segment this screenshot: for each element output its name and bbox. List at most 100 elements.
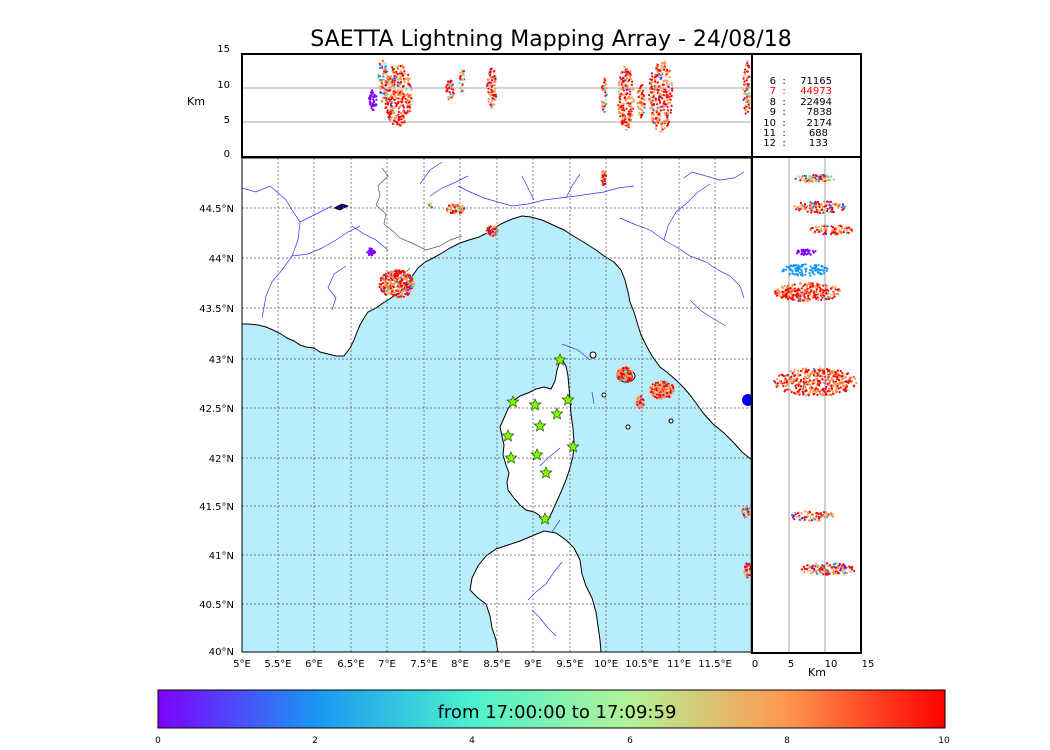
station-count-value: 2174 [807, 118, 832, 129]
side-xtick-5: 5 [788, 659, 794, 670]
lightning-source-dot [827, 178, 830, 182]
lightning-source-dot [834, 380, 838, 383]
lightning-source-dot [802, 565, 805, 568]
lightning-source-dot [652, 95, 655, 98]
lightning-source-dot [390, 112, 393, 115]
lightning-source-dot [379, 67, 382, 70]
lightning-source-dot [623, 79, 626, 82]
lightning-source-dot [604, 82, 608, 85]
lightning-source-dot [381, 60, 384, 63]
lightning-source-dot [744, 64, 748, 67]
lightning-source-dot [400, 270, 403, 274]
lightning-source-dot [629, 379, 632, 382]
lightning-source-dot [642, 102, 646, 105]
lightning-source-dot [785, 286, 789, 289]
lightning-source-dot [402, 269, 405, 273]
lightning-source-dot [816, 393, 819, 396]
lightning-source-dot [795, 264, 798, 267]
lightning-source-dot [810, 206, 813, 209]
lightning-source-dot [746, 60, 749, 63]
lightning-source-dot [822, 394, 825, 397]
lightning-source-dot [386, 109, 389, 112]
top-ytick-5: 5 [224, 115, 230, 126]
lightning-source-dot [659, 395, 662, 398]
time-colorbar: from 17:00:00 to 17:09:59 0 2 4 6 8 10 [155, 689, 950, 746]
lightning-source-dot [807, 512, 810, 515]
lightning-source-dot [404, 275, 407, 278]
lightning-source-dot [666, 102, 669, 105]
lightning-source-dot [399, 76, 402, 79]
lightning-source-dot [783, 390, 786, 393]
lightning-source-dot [839, 369, 842, 373]
lightning-source-dot [459, 71, 462, 74]
lightning-source-dot [834, 286, 837, 289]
lightning-source-dot [790, 377, 793, 380]
lightning-source-dot [796, 292, 799, 295]
lightning-source-dot [386, 101, 390, 104]
station-count-sep: : [782, 86, 785, 97]
lightning-source-dot [652, 114, 655, 117]
lightning-source-dot [655, 127, 658, 130]
lat-label: 40°N [209, 647, 234, 658]
lightning-source-dot [382, 69, 385, 72]
lightning-source-dot [393, 98, 396, 101]
lightning-source-dot [668, 387, 671, 390]
lightning-source-dot [819, 174, 822, 177]
lightning-source-dot [427, 203, 430, 206]
lightning-source-dot [386, 70, 389, 73]
lightning-source-dot [793, 518, 796, 521]
lightning-source-dot [449, 93, 452, 96]
lightning-source-dot [650, 385, 654, 388]
station-count-row: 11 : 688 [763, 128, 828, 139]
lightning-source-dot [853, 569, 856, 573]
station-count-row: 8 : 22494 [770, 97, 832, 108]
lightning-source-dot [831, 567, 834, 570]
lightning-source-dot [806, 205, 809, 208]
lightning-source-dot [817, 175, 820, 178]
lightning-source-dot [650, 390, 653, 394]
lightning-source-dot [407, 93, 410, 96]
lightning-source-dot [409, 290, 412, 293]
lightning-source-dot [459, 86, 462, 89]
lightning-source-dot [790, 297, 794, 300]
lightning-source-dot [842, 381, 845, 384]
lightning-source-dot [603, 107, 606, 110]
lightning-source-dot [455, 205, 458, 208]
lightning-source-dot [790, 390, 793, 394]
lightning-source-dot [838, 375, 841, 379]
lightning-source-dot [630, 119, 633, 122]
side-panel-xlabel: Km [808, 666, 826, 679]
lightning-source-dot [494, 93, 497, 96]
lightning-source-dot [654, 75, 657, 79]
lightning-source-dot [665, 114, 669, 117]
lightning-source-dot [826, 564, 829, 567]
lightning-source-dot [406, 98, 409, 101]
lightning-source-dot [818, 380, 821, 383]
lightning-source-dot [457, 204, 460, 207]
lightning-source-dot [825, 224, 828, 227]
lightning-source-dot [601, 106, 604, 109]
lightning-source-dot [462, 89, 465, 92]
lightning-source-dot [806, 382, 809, 385]
figure-title: SAETTA Lightning Mapping Array - 24/08/1… [310, 27, 791, 52]
lightning-source-dot [463, 207, 466, 210]
lightning-source-dot [802, 377, 806, 380]
lightning-source-dot [384, 292, 387, 295]
lightning-source-dot [661, 393, 665, 396]
lightning-source-dot [812, 267, 816, 270]
lightning-source-dot [803, 570, 806, 574]
lightning-source-dot [810, 519, 814, 522]
lightning-source-dot [389, 281, 392, 284]
lightning-source-dot [640, 108, 643, 111]
lightning-source-dot [385, 94, 388, 97]
lightning-source-dot [620, 71, 623, 75]
lightning-source-dot [799, 369, 803, 372]
lightning-source-dot [811, 249, 814, 252]
station-count-row: 7 : 44973 [770, 86, 832, 97]
lightning-source-dot [830, 377, 834, 380]
lightning-source-dot [820, 208, 824, 211]
lightning-source-dot [652, 97, 655, 100]
station-count-value: 44973 [800, 86, 832, 97]
lightning-source-dot [828, 514, 832, 517]
lightning-source-dot [397, 100, 400, 104]
